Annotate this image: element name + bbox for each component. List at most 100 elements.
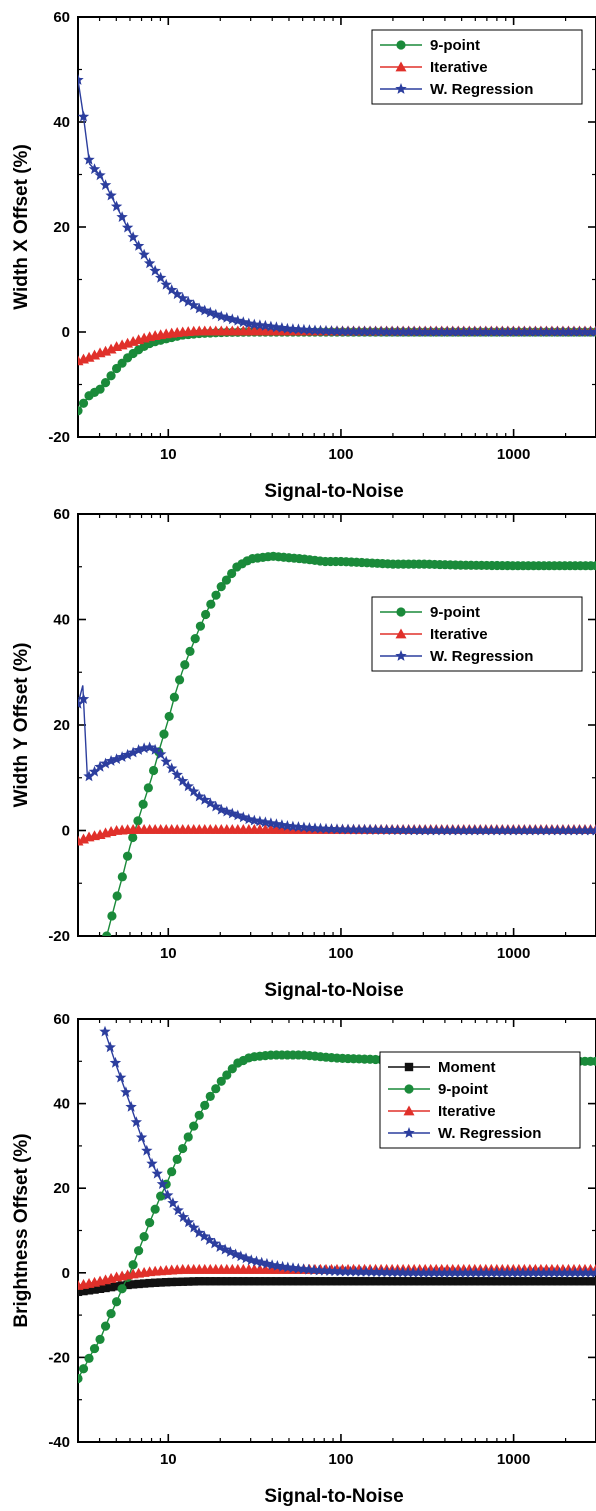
- data-point: [189, 1121, 199, 1131]
- data-point: [229, 1248, 242, 1260]
- data-point: [314, 822, 327, 834]
- data-point: [391, 325, 404, 337]
- data-point: [423, 1266, 435, 1278]
- data-point: [491, 1266, 503, 1278]
- data-point: [206, 1277, 215, 1286]
- data-point: [287, 820, 299, 832]
- data-point: [386, 824, 398, 835]
- data-point: [360, 1277, 369, 1286]
- data-point: [538, 1266, 550, 1278]
- legend: 9-point Iterative W. Regression: [371, 596, 583, 672]
- data-point: [150, 1278, 160, 1287]
- data-point: [232, 314, 244, 326]
- data-point: [88, 163, 101, 175]
- data-point: [250, 1277, 259, 1286]
- data-point: [288, 1277, 298, 1286]
- data-point: [407, 1266, 419, 1278]
- data-point: [425, 326, 437, 337]
- data-point: [145, 1278, 154, 1288]
- data-point: [513, 326, 525, 337]
- data-point: [265, 817, 277, 829]
- data-point: [106, 1282, 116, 1292]
- data-point: [146, 1157, 158, 1169]
- legend-marker: [403, 1127, 415, 1138]
- data-point: [156, 1278, 165, 1287]
- data-point: [438, 1266, 451, 1278]
- data-point: [259, 319, 272, 331]
- data-point: [178, 1143, 188, 1154]
- data-point: [318, 1264, 331, 1276]
- data-point: [491, 326, 503, 337]
- data-point: [281, 322, 294, 334]
- data-point: [78, 1373, 83, 1384]
- data-point: [156, 1191, 166, 1201]
- data-point: [355, 1265, 367, 1277]
- data-point: [83, 770, 95, 782]
- y-tick-label: 0: [62, 324, 70, 341]
- legend-marker: [404, 1062, 414, 1072]
- data-point: [391, 1266, 404, 1278]
- data-point: [116, 751, 128, 762]
- y-tick-label: -40: [48, 1434, 70, 1451]
- data-point: [297, 1263, 310, 1274]
- data-point: [182, 1216, 195, 1228]
- data-point: [564, 1277, 573, 1286]
- y-axis-title: Width X Offset (%): [11, 144, 32, 310]
- data-point: [437, 1277, 446, 1286]
- data-point: [485, 824, 497, 836]
- data-point: [195, 621, 206, 631]
- x-tick-label: 1000: [497, 945, 530, 962]
- data-point: [524, 824, 536, 836]
- data-point: [514, 1277, 524, 1286]
- data-point: [105, 343, 117, 354]
- data-point: [160, 755, 172, 767]
- data-point: [138, 799, 148, 809]
- data-point: [182, 780, 194, 792]
- y-tick-label: 40: [53, 612, 70, 629]
- data-point: [149, 743, 161, 755]
- data-point: [133, 816, 143, 826]
- data-point: [159, 729, 169, 739]
- data-point: [380, 824, 393, 835]
- data-point: [339, 1265, 351, 1277]
- data-point: [276, 1260, 289, 1272]
- data-point: [586, 1277, 595, 1286]
- data-point: [182, 295, 194, 307]
- data-point: [480, 1266, 492, 1278]
- data-point: [121, 221, 134, 233]
- data-point: [78, 74, 84, 85]
- data-point: [292, 821, 305, 832]
- legend-marker: [396, 40, 406, 50]
- data-point: [376, 1277, 386, 1286]
- data-point: [111, 1297, 122, 1307]
- data-point: [426, 1277, 435, 1286]
- data-point: [386, 1266, 398, 1278]
- data-point: [139, 1232, 149, 1242]
- data-point: [590, 824, 596, 836]
- data-point: [272, 1277, 281, 1286]
- data-point: [171, 288, 183, 300]
- data-point: [211, 590, 221, 600]
- data-point: [443, 1277, 452, 1286]
- legend: 9-point Iterative W. Regression: [371, 29, 583, 105]
- data-point: [480, 824, 492, 836]
- y-tick-label: 0: [62, 823, 70, 840]
- legend-marker: [403, 1105, 415, 1116]
- data-point: [209, 1237, 221, 1249]
- data-point: [469, 824, 481, 836]
- legend: Moment 9-point Iterative W. Regression: [379, 1051, 581, 1149]
- data-point: [254, 319, 266, 331]
- data-point: [239, 1277, 248, 1286]
- y-tick-label: 60: [53, 1011, 70, 1028]
- data-point: [135, 1131, 148, 1143]
- data-point: [161, 1278, 171, 1287]
- data-point: [428, 1266, 440, 1278]
- data-point: [122, 851, 133, 861]
- legend-label: W. Regression: [430, 81, 533, 98]
- data-point: [336, 325, 349, 337]
- data-point: [412, 1266, 425, 1278]
- data-point: [393, 1277, 402, 1286]
- data-point: [78, 406, 83, 416]
- data-point: [414, 326, 426, 337]
- legend-marker: [395, 650, 407, 661]
